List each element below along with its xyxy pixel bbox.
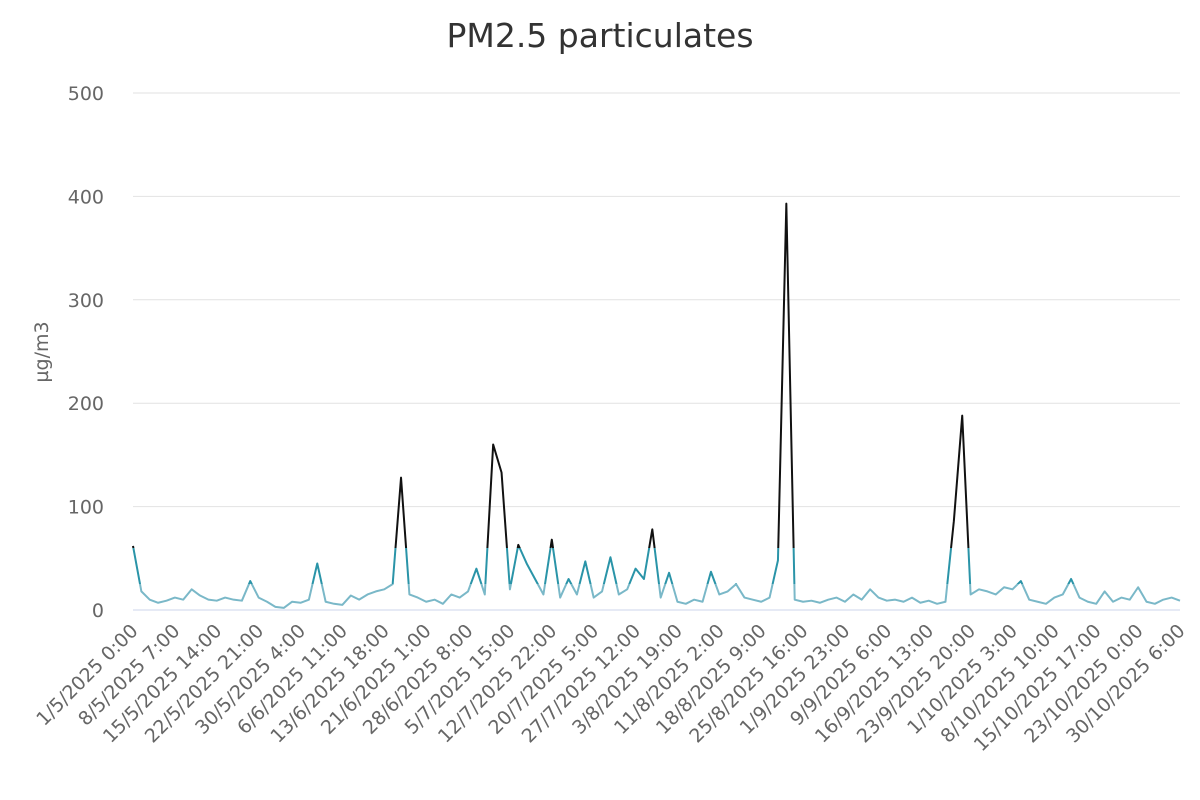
- y-tick-label: 0: [92, 600, 104, 622]
- y-tick-label: 400: [68, 186, 104, 208]
- y-tick-label: 500: [68, 83, 104, 105]
- line: [132, 202, 1181, 609]
- y-tick-label: 300: [68, 290, 104, 312]
- chart-title: PM2.5 particulates: [446, 16, 753, 55]
- y-tick-label: 200: [68, 393, 104, 415]
- y-axis-title: µg/m3: [31, 321, 53, 382]
- y-tick-label: 100: [68, 497, 104, 519]
